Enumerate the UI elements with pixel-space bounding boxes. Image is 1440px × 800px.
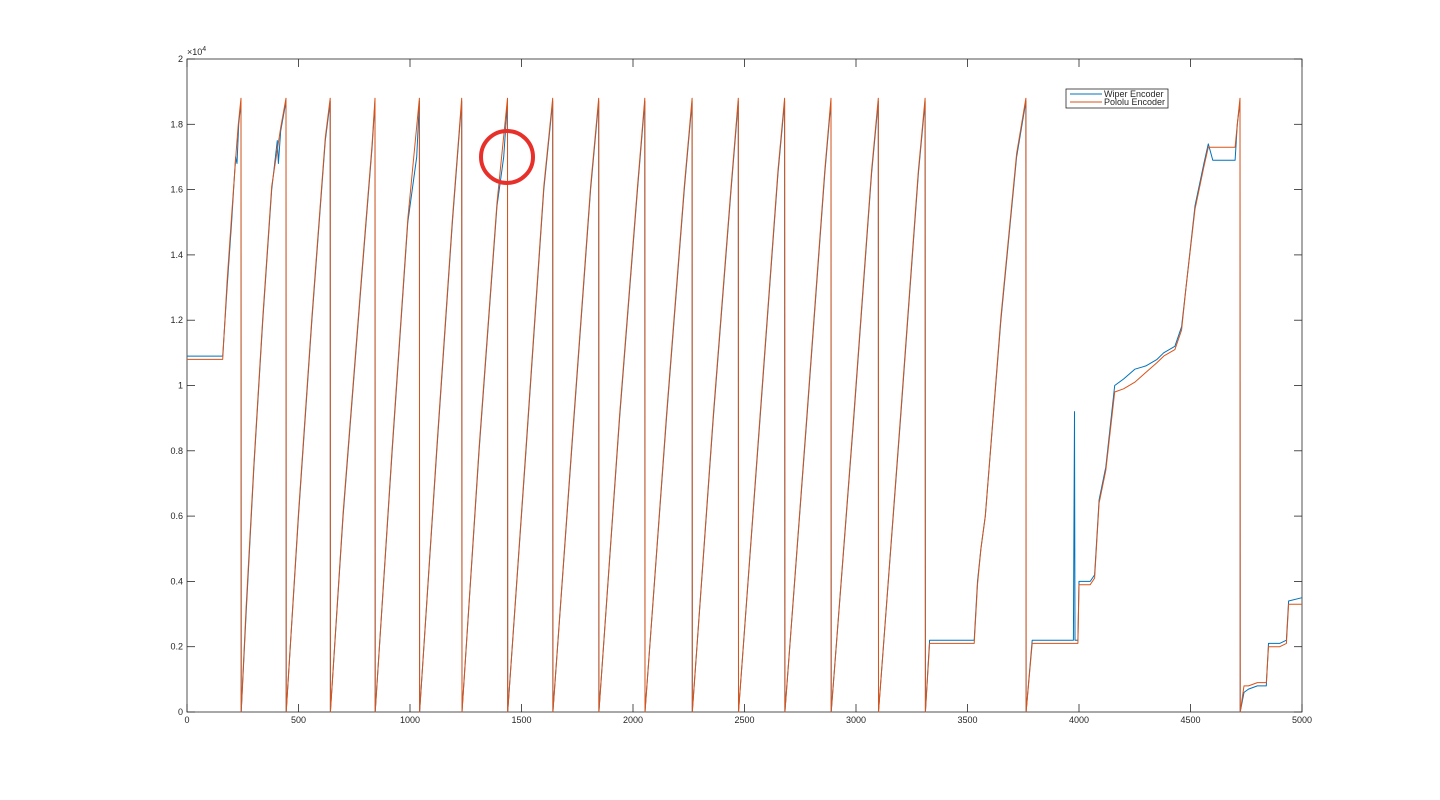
y-tick-label: 1.2	[170, 315, 183, 325]
y-tick-label: 1.8	[170, 119, 183, 129]
ticks-layer	[186, 58, 1303, 713]
y-tick-label: 0.2	[170, 642, 183, 652]
y-tick-label: 1.6	[170, 185, 183, 195]
legend-label-pololu-encoder: Pololu Encoder	[1104, 97, 1165, 107]
x-tick-label: 4000	[1069, 715, 1089, 725]
legend: Wiper Encoder Pololu Encoder	[1065, 88, 1169, 109]
x-tick-label: 2500	[734, 715, 754, 725]
y-tick-label: 2	[178, 54, 183, 64]
y-axis-exponent-label: ×104	[187, 46, 206, 57]
series-layer	[187, 97, 1303, 713]
x-tick-label: 1000	[400, 715, 420, 725]
annotation-circle	[479, 128, 536, 185]
y-tick-label: 0.4	[170, 576, 183, 586]
y-tick-label: 0	[178, 707, 183, 717]
x-tick-label: 500	[291, 715, 306, 725]
x-tick-label: 3000	[846, 715, 866, 725]
legend-label-wiper-encoder: Wiper Encoder	[1104, 89, 1164, 99]
x-tick-label: 2000	[623, 715, 643, 725]
y-tick-label: 0.6	[170, 511, 183, 521]
plot-area	[186, 58, 1303, 713]
series-line-pololu-encoder	[187, 97, 1302, 713]
x-axis-tick-labels: 0 500 1000 1500 2000 2500 3000 3500 4000 4500 5000	[184, 715, 1312, 725]
y-axis-tick-labels: 0 0.2 0.4 0.6 0.8 1 1.2 1.4 1.6 1.8 2	[170, 54, 183, 717]
x-tick-label: 1500	[511, 715, 531, 725]
x-tick-label: 0	[184, 715, 189, 725]
y-tick-label: 1	[178, 381, 183, 391]
x-tick-label: 5000	[1292, 715, 1312, 725]
x-tick-label: 4500	[1180, 715, 1200, 725]
y-tick-label: 0.8	[170, 446, 183, 456]
y-tick-label: 1.4	[170, 250, 183, 260]
x-tick-label: 3500	[957, 715, 977, 725]
